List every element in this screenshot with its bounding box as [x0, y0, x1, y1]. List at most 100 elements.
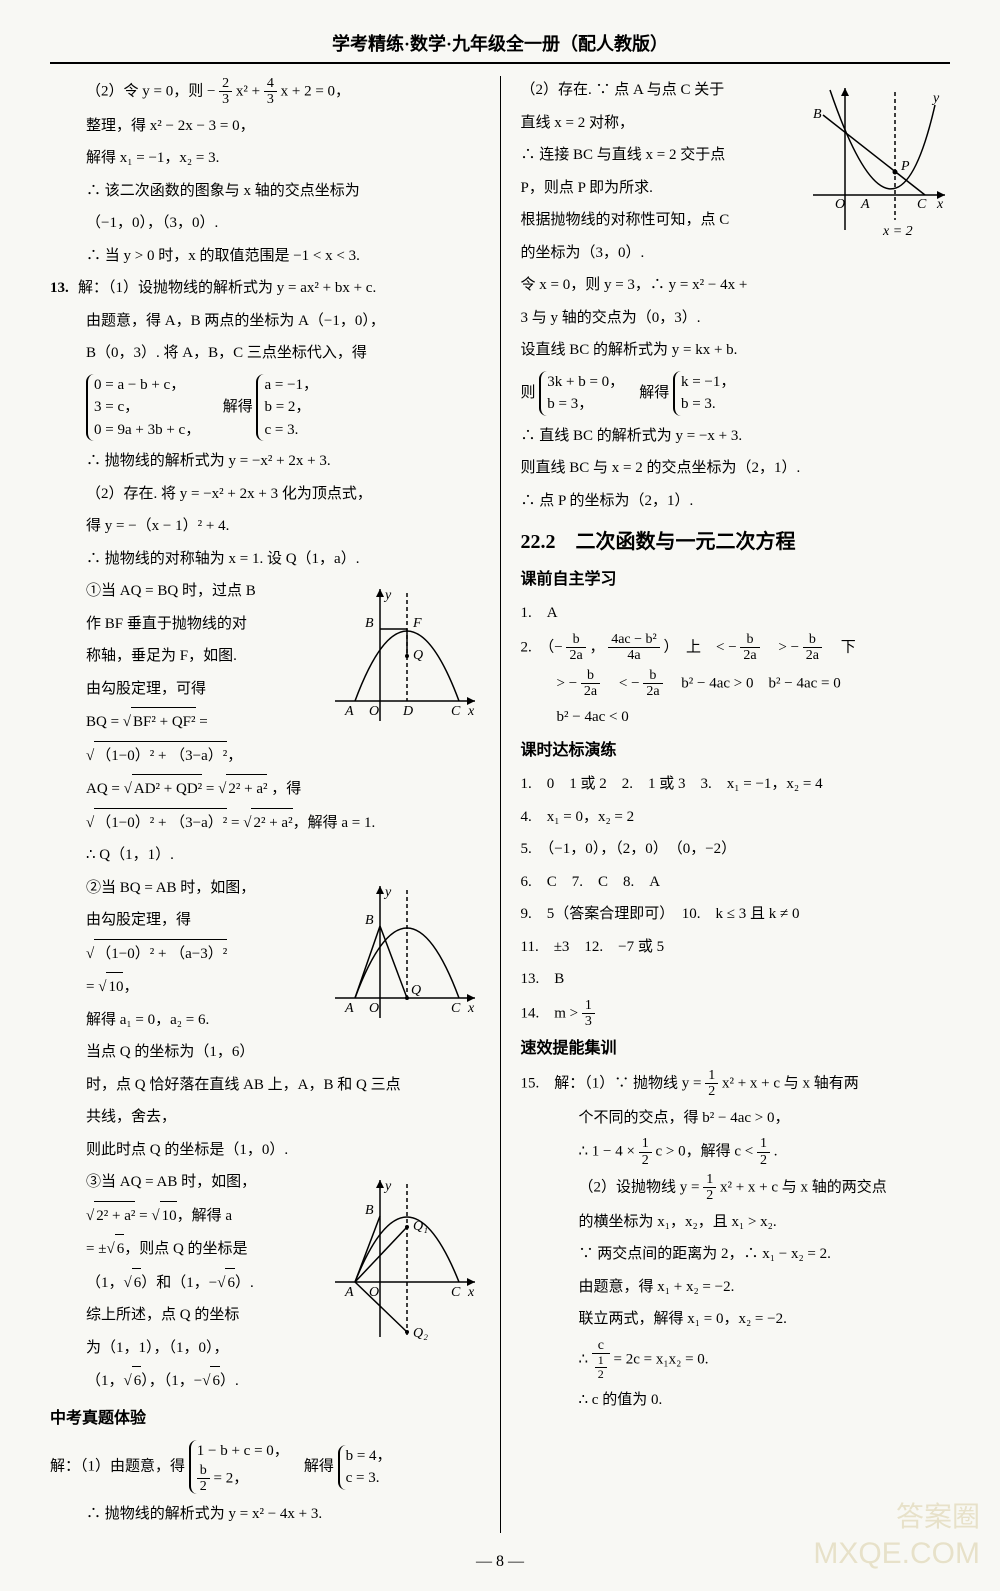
line: ∴ 抛物线的对称轴为 x = 1. 设 Q（1，a）. — [50, 545, 480, 574]
parabola-figure-1: y x B F Q A O D C — [325, 581, 480, 731]
answer: 1. 0 1 或 2 2. 1 或 3 3. x₁ = −1，x₂ = 4 — [521, 770, 951, 799]
svg-text:y: y — [383, 1179, 392, 1194]
svg-text:O: O — [369, 1285, 379, 1300]
line: ∴ Q（1，1）. — [50, 841, 480, 870]
line: ∵ 两交点间的距离为 2，∴ x₁ − x₂ = 2. — [521, 1240, 951, 1269]
line: 由题意，得 A，B 两点的坐标为 A（−1，0）， — [50, 307, 480, 336]
equation: √（1−0）² + （3−a）²， — [50, 741, 480, 771]
svg-text:y: y — [931, 91, 940, 106]
svg-text:x = 2: x = 2 — [882, 224, 913, 239]
line: （2）存在. 将 y = −x² + 2x + 3 化为顶点式， — [50, 480, 480, 509]
equation: √（1−0）² + （3−a）² = √2² + a²，解得 a = 1. — [50, 808, 480, 838]
line: ∴ c 的值为 0. — [521, 1386, 951, 1415]
complex-fraction: ∴ c 1 2 = 2c = x₁x₂ = 0. — [521, 1338, 951, 1382]
svg-text:C: C — [451, 1285, 461, 1300]
line: 个不同的交点，得 b² − 4ac > 0， — [521, 1104, 951, 1133]
svg-text:x: x — [467, 704, 475, 719]
line: 的坐标为（3，0）. — [521, 239, 951, 268]
svg-text:x: x — [467, 1001, 475, 1016]
svg-text:F: F — [412, 616, 422, 631]
svg-text:Q₁: Q₁ — [413, 1219, 428, 1234]
parabola-figure-3: y x B Q₁ Q₂ A O C — [325, 1172, 480, 1347]
svg-text:Q: Q — [413, 648, 423, 663]
svg-text:Q: Q — [411, 983, 421, 998]
line: 解得 x₁ = −1，x₂ = 3. — [50, 144, 480, 173]
svg-text:B: B — [813, 107, 822, 122]
page-header: 学考精练·数学·九年级全一册（配人教版） — [50, 30, 950, 64]
line: ∴ 抛物线的解析式为 y = −x² + 2x + 3. — [50, 447, 480, 476]
svg-text:C: C — [451, 704, 461, 719]
line: ∴ 该二次函数的图象与 x 轴的交点坐标为 — [50, 177, 480, 206]
svg-text:O: O — [369, 1001, 379, 1016]
line: （2）令 y = 0，则 − 23 x² + 43 x + 2 = 0， — [50, 76, 480, 108]
svg-text:D: D — [402, 704, 413, 719]
line: B（0，3）. 将 A，B，C 三点坐标代入，得 — [50, 339, 480, 368]
page-number: — 8 — — [50, 1553, 950, 1571]
line: 则此时点 Q 的坐标是（1，0）. — [50, 1136, 480, 1165]
section-22-2: 22.2 二次函数与一元二次方程 — [521, 523, 951, 561]
problem-13: 13.解：（1）设抛物线的解析式为 y = ax² + bx + c. — [50, 274, 480, 303]
line: 的横坐标为 x₁，x₂，且 x₁ > x₂. — [521, 1208, 951, 1237]
svg-text:O: O — [835, 197, 845, 212]
answer-14: 14. m > 13 — [521, 998, 951, 1030]
line: 共线，舍去， — [50, 1103, 480, 1132]
line: 整理，得 x² − 2x − 3 = 0， — [50, 112, 480, 141]
parabola-figure-4: y x B P A O C x = 2 — [805, 80, 950, 240]
answer-2b: > − b2a < − b2a b² − 4ac > 0 b² − 4ac = … — [521, 668, 951, 700]
svg-text:C: C — [917, 197, 927, 212]
svg-text:x: x — [467, 1285, 475, 1300]
svg-text:y: y — [383, 588, 392, 603]
svg-text:A: A — [344, 1285, 354, 1300]
answer: 11. ±3 12. −7 或 5 — [521, 933, 951, 962]
equation: （1，√6），（1，−√6）. — [50, 1366, 480, 1396]
line: 3 与 y 轴的交点为（0，3）. — [521, 304, 951, 333]
svg-text:B: B — [365, 616, 374, 631]
line: （−1，0），（3，0）. — [50, 209, 480, 238]
svg-text:A: A — [344, 704, 354, 719]
answer: 13. B — [521, 965, 951, 994]
parabola-figure-2: y x B Q A O C — [325, 878, 480, 1028]
line: 设直线 BC 的解析式为 y = kx + b. — [521, 336, 951, 365]
line: 由题意，得 x₁ + x₂ = −2. — [521, 1273, 951, 1302]
line: ∴ 直线 BC 的解析式为 y = −x + 3. — [521, 422, 951, 451]
svg-text:Q₂: Q₂ — [413, 1326, 428, 1341]
right-column: y x B P A O C x = 2 （2）存在. ∵ 点 A 与点 C 关于… — [521, 76, 951, 1533]
equation-system: 0 = a − b + c， 3 = c， 0 = 9a + 3b + c， 解… — [50, 372, 480, 444]
equation-system: 则 3k + b = 0， b = 3， 解得 k = −1， b = 3. — [521, 369, 951, 418]
line: 联立两式，解得 x₁ = 0，x₂ = −2. — [521, 1305, 951, 1334]
svg-text:B: B — [365, 1203, 374, 1218]
svg-text:P: P — [900, 159, 910, 174]
line: 则直线 BC 与 x = 2 的交点坐标为（2，1）. — [521, 454, 951, 483]
zk-heading: 中考真题体验 — [50, 1404, 480, 1434]
column-divider — [500, 76, 501, 1533]
zk-solution: 解：（1）由题意，得 1 − b + c = 0， b2 = 2， 解得 b =… — [50, 1438, 480, 1496]
line: 当点 Q 的坐标为（1，6） — [50, 1038, 480, 1067]
answer: 6. C 7. C 8. A — [521, 868, 951, 897]
content-columns: （2）令 y = 0，则 − 23 x² + 43 x + 2 = 0， 整理，… — [50, 76, 950, 1533]
line: （2）设抛物线 y = 12 x² + x + c 与 x 轴的两交点 — [521, 1172, 951, 1204]
answer: 1. A — [521, 599, 951, 628]
lesson-heading: 课时达标演练 — [521, 736, 951, 766]
answer: 4. x₁ = 0，x₂ = 2 — [521, 803, 951, 832]
line: ∴ 点 P 的坐标为（2，1）. — [521, 487, 951, 516]
line: 令 x = 0，则 y = 3，∴ y = x² − 4x + — [521, 271, 951, 300]
line: ∴ 当 y > 0 时，x 的取值范围是 −1 < x < 3. — [50, 242, 480, 271]
line: 得 y = −（x − 1）² + 4. — [50, 512, 480, 541]
svg-text:y: y — [383, 885, 392, 900]
svg-text:O: O — [369, 704, 379, 719]
answer: 5. （−1，0），（2，0） （0，−2） — [521, 835, 951, 864]
line: ∴ 1 − 4 × 12 c > 0，解得 c < 12 . — [521, 1136, 951, 1168]
answer: 9. 5（答案合理即可） 10. k ≤ 3 且 k ≠ 0 — [521, 900, 951, 929]
svg-text:C: C — [451, 1001, 461, 1016]
pre-study-heading: 课前自主学习 — [521, 565, 951, 595]
sx-heading: 速效提能集训 — [521, 1034, 951, 1064]
answer-2c: b² − 4ac < 0 — [521, 703, 951, 732]
equation: AQ = √AD² + QD² = √2² + a² ，得 — [50, 774, 480, 804]
svg-text:B: B — [365, 913, 374, 928]
svg-text:x: x — [936, 197, 944, 212]
q15: 15. 解：（1）∵ 抛物线 y = 12 x² + x + c 与 x 轴有两 — [521, 1068, 951, 1100]
answer-2: 2. （− b2a ， 4ac − b²4a ） 上 < − b2a > − b… — [521, 632, 951, 664]
line: ∴ 抛物线的解析式为 y = x² − 4x + 3. — [50, 1500, 480, 1529]
line: 时，点 Q 恰好落在直线 AB 上，A，B 和 Q 三点 — [50, 1071, 480, 1100]
left-column: （2）令 y = 0，则 − 23 x² + 43 x + 2 = 0， 整理，… — [50, 76, 480, 1533]
